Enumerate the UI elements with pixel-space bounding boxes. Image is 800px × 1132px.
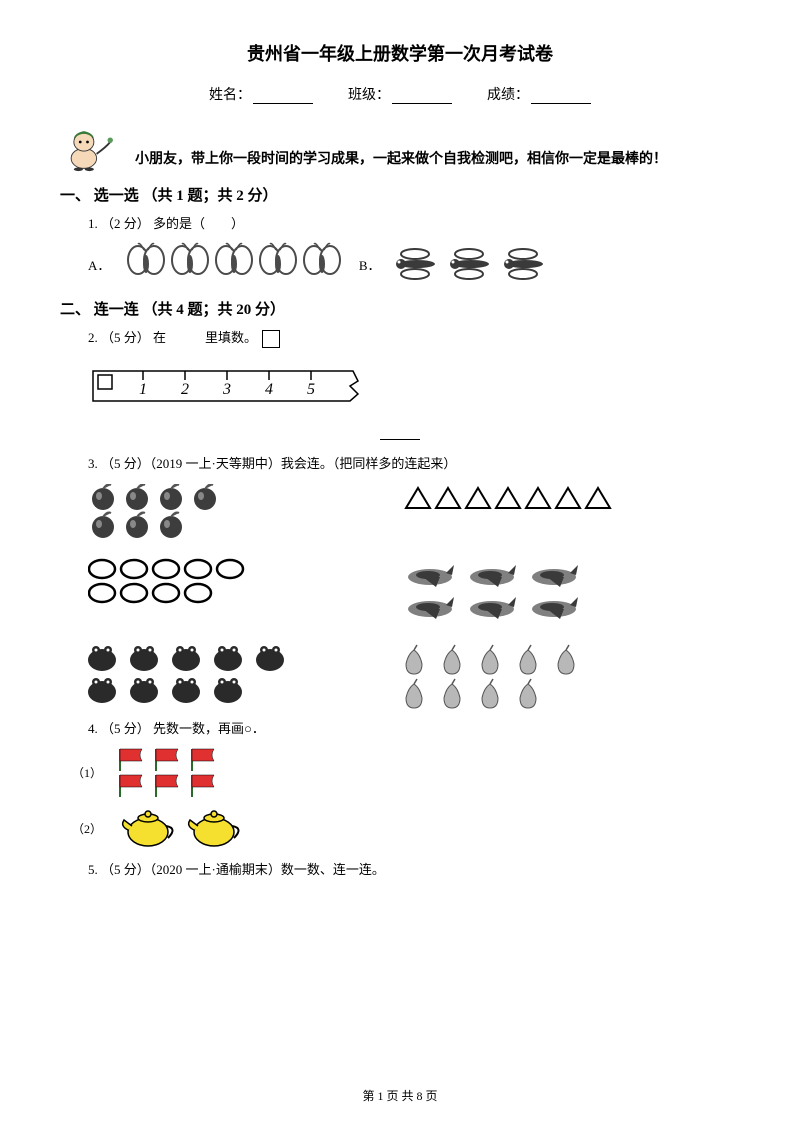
apples-image	[88, 484, 268, 539]
option-a-label: A．	[88, 255, 110, 274]
flags-image	[110, 745, 230, 800]
butterflies-image	[118, 240, 348, 288]
q4-label-2: （2）	[72, 820, 102, 837]
dragonflies-image	[389, 240, 559, 288]
q4-text: 4. （5 分） 先数一数，再画○．	[88, 718, 740, 737]
section1-header: 一、 选一选 （共 1 题；共 2 分）	[60, 184, 740, 205]
planes-image	[398, 557, 588, 622]
class-blank[interactable]	[392, 90, 452, 104]
svg-text:3: 3	[222, 381, 231, 398]
frogs-image	[88, 640, 308, 705]
fill-box-icon[interactable]	[262, 330, 280, 348]
q4-row1: （1）	[72, 745, 740, 800]
triangles-image	[398, 484, 618, 514]
ruler-wrap: 1 2 3 4 5	[88, 356, 740, 421]
name-blank[interactable]	[253, 90, 313, 104]
score-label: 成绩：	[487, 88, 529, 103]
q5-text: 5. （5 分）（2020 一上·通榆期末）数一数、连一连。	[88, 859, 740, 878]
q3-grid	[88, 484, 648, 710]
q4-label-1: （1）	[72, 764, 102, 781]
q3-text: 3. （5 分）（2019 一上·天等期中）我会连。（把同样多的连起来）	[88, 453, 740, 472]
svg-text:2: 2	[181, 381, 189, 398]
q1-options: A． B．	[88, 240, 740, 288]
page-footer: 第 1 页 共 8 页	[0, 1087, 800, 1104]
pears-image	[398, 640, 598, 710]
q2-text: 2. （5 分） 在 里填数。	[88, 327, 740, 348]
q2-text-span: 2. （5 分） 在 里填数。	[88, 330, 257, 345]
svg-text:4: 4	[265, 381, 273, 398]
q2-answer-blank[interactable]	[380, 439, 420, 440]
mascot-row: 小朋友，带上你一段时间的学习成果，一起来做个自我检测吧，相信你一定是最棒的！	[60, 122, 740, 172]
page-title: 贵州省一年级上册数学第一次月考试卷	[60, 40, 740, 66]
score-blank[interactable]	[531, 90, 591, 104]
option-b-label: B．	[359, 255, 381, 274]
svg-text:5: 5	[307, 381, 315, 398]
mascot-icon	[60, 122, 115, 172]
student-info: 姓名： 班级： 成绩：	[60, 84, 740, 104]
svg-text:1: 1	[139, 381, 147, 398]
section2-header: 二、 连一连 （共 4 题；共 20 分）	[60, 298, 740, 319]
name-label: 姓名：	[209, 88, 251, 103]
q1-text: 1. （2 分） 多的是（ ）	[88, 213, 740, 232]
ovals-image	[88, 557, 258, 607]
teapots-image	[110, 806, 250, 851]
q4-row2: （2）	[72, 806, 740, 851]
class-label: 班级：	[348, 88, 390, 103]
greeting-text: 小朋友，带上你一段时间的学习成果，一起来做个自我检测吧，相信你一定是最棒的！	[135, 148, 667, 172]
ruler-image: 1 2 3 4 5	[88, 356, 388, 416]
